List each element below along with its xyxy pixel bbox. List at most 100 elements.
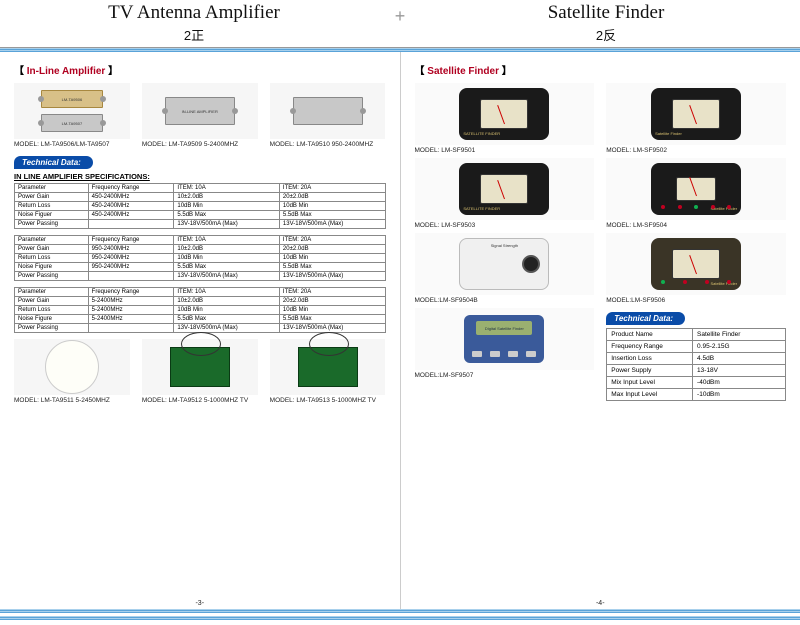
spec-cell: Power Passing — [15, 272, 89, 281]
sf-label: MODEL:LM-SF9504B — [415, 297, 595, 304]
spec-tables: ParameterFrequency RangeITEM: 10AITEM: 2… — [14, 183, 386, 333]
spec-cell: Power Passing — [15, 324, 89, 333]
spec-cell: Noise Figure — [15, 315, 89, 324]
spec-table: ParameterFrequency RangeITEM: 10AITEM: 2… — [14, 287, 386, 333]
amp-label-b1: MODEL: LM-TA9512 5-1000MHZ TV — [142, 397, 258, 404]
spec-cell: 5.5dB Max — [279, 211, 385, 220]
spec-cell: 450-2400MHz — [88, 202, 174, 211]
spec-cell: ITEM: 10A — [174, 288, 280, 297]
sf-image: Satellite Finder — [606, 233, 786, 295]
spec-cell: 13V-18V/500mA (Max) — [279, 324, 385, 333]
sf-label: MODEL: LM-SF9504 — [606, 222, 786, 229]
sf-label: MODEL: LM-SF9501 — [415, 147, 595, 154]
spec-cell: 13V-18V/500mA (Max) — [174, 220, 280, 229]
spec-cell: 10dB Min — [279, 202, 385, 211]
td-cell: Insertion Loss — [607, 353, 693, 365]
sf-product: Signal Strength MODEL:LM-SF9504B — [415, 233, 595, 304]
sf-image: Digital Satellite Finder — [415, 308, 595, 370]
spec-cell: 20±2.0dB — [279, 297, 385, 306]
plus-icon: + — [388, 0, 412, 47]
sf-image: Signal Strength — [415, 233, 595, 295]
amp-products-row2: MODEL: LM-TA9511 5-2450MHZ MODEL: LM-TA9… — [14, 339, 386, 404]
amp-image-1: IN-LINE AMPLIFIER — [142, 83, 258, 139]
spec-cell: 13V-18V/500mA (Max) — [174, 324, 280, 333]
header: TV Antenna Amplifier 2正 + Satellite Find… — [0, 0, 800, 48]
sub-left: 2正 — [0, 25, 388, 44]
spec-cell: ITEM: 10A — [174, 236, 280, 245]
spec-cell: 10dB Min — [174, 202, 280, 211]
sf-row: SATELLITE FINDER MODEL: LM-SF9503 Satell… — [415, 158, 787, 229]
spec-table: ParameterFrequency RangeITEM: 10AITEM: 2… — [14, 183, 386, 229]
amp-product-b1: MODEL: LM-TA9512 5-1000MHZ TV — [142, 339, 258, 404]
spec-cell: Power Gain — [15, 297, 89, 306]
page-number-right: -4- — [596, 600, 605, 607]
spec-cell: 450-2400MHz — [88, 211, 174, 220]
sf-product: Satellite Finder MODEL: LM-SF9504 — [606, 158, 786, 229]
sf-image: Satellite Finder — [606, 83, 786, 145]
spec-cell: Return Loss — [15, 202, 89, 211]
pages: In-Line Amplifier LM-TA9506 LM-TA9507 MO… — [0, 52, 800, 609]
sf-row: SATELLITE FINDER MODEL: LM-SF9501 Satell… — [415, 83, 787, 154]
td-cell: -40dBm — [693, 377, 786, 389]
amp-tag: LM-TA9506 — [62, 97, 83, 102]
td-cell: Frequency Range — [607, 341, 693, 353]
spec-cell: 450-2400MHz — [88, 193, 174, 202]
spec-cell: 20±2.0dB — [279, 193, 385, 202]
tech-data-pill-left: Technical Data: — [14, 156, 93, 169]
sf-row: Signal Strength MODEL:LM-SF9504B Satelli… — [415, 233, 787, 304]
spec-cell: Noise Figure — [15, 263, 89, 272]
spec-cell: Power Gain — [15, 193, 89, 202]
tech-data-pill-right: Technical Data: — [606, 312, 685, 325]
spec-cell: Return Loss — [15, 254, 89, 263]
page-right: Satellite Finder SATELLITE FINDER MODEL:… — [401, 52, 800, 609]
footer — [0, 609, 800, 621]
td-cell: Product Name — [607, 329, 693, 341]
sf-tech-block: Technical Data: Product NameSatellite Fi… — [606, 308, 786, 401]
spec-cell: 20±2.0dB — [279, 245, 385, 254]
spec-cell: 950-2400MHz — [88, 254, 174, 263]
td-cell: Power Supply — [607, 365, 693, 377]
spec-cell: Noise Figuer — [15, 211, 89, 220]
spec-table: ParameterFrequency RangeITEM: 10AITEM: 2… — [14, 235, 386, 281]
sf-product: Satellite Finder MODEL:LM-SF9506 — [606, 233, 786, 304]
amp-product-b0: MODEL: LM-TA9511 5-2450MHZ — [14, 339, 130, 404]
sf-product: Digital Satellite Finder MODEL:LM-SF9507 — [415, 308, 595, 401]
spec-cell: 10dB Min — [279, 306, 385, 315]
amp-image-b2 — [270, 339, 386, 395]
section-title-amplifier: In-Line Amplifier — [14, 62, 386, 77]
sf-product: SATELLITE FINDER MODEL: LM-SF9501 — [415, 83, 595, 154]
section-title-satfinder: Satellite Finder — [415, 62, 787, 77]
spec-cell — [88, 324, 174, 333]
title-left: TV Antenna Amplifier — [0, 2, 388, 24]
spec-cell: Frequency Range — [88, 184, 174, 193]
amp-image-0: LM-TA9506 LM-TA9507 — [14, 83, 130, 139]
sf-label: MODEL:LM-SF9506 — [606, 297, 786, 304]
spec-cell: 10dB Min — [174, 306, 280, 315]
spec-cell: 5-2400MHz — [88, 297, 174, 306]
spec-cell — [88, 220, 174, 229]
title-right: Satellite Finder — [412, 2, 800, 24]
sf-tech-table: Product NameSatellite FinderFrequency Ra… — [606, 328, 786, 401]
sf-label: MODEL: LM-SF9502 — [606, 147, 786, 154]
sf-image: SATELLITE FINDER — [415, 158, 595, 220]
sf-product: SATELLITE FINDER MODEL: LM-SF9503 — [415, 158, 595, 229]
page-number-left: -3- — [195, 600, 204, 607]
header-left: TV Antenna Amplifier 2正 — [0, 0, 388, 47]
td-cell: -10dBm — [693, 389, 786, 401]
amp-products-row1: LM-TA9506 LM-TA9507 MODEL: LM-TA9506/LM-… — [14, 83, 386, 148]
spec-cell: 5.5dB Max — [174, 315, 280, 324]
spec-cell: ITEM: 10A — [174, 184, 280, 193]
amp-label-0: MODEL: LM-TA9506/LM-TA9507 — [14, 141, 130, 148]
spec-cell: Power Gain — [15, 245, 89, 254]
spec-cell: 13V-18V/500mA (Max) — [279, 272, 385, 281]
sf-image: SATELLITE FINDER — [415, 83, 595, 145]
spec-cell: 10±2.0dB — [174, 193, 280, 202]
spec-cell: ITEM: 20A — [279, 288, 385, 297]
spec-cell: 950-2400MHz — [88, 245, 174, 254]
amp-product-1: IN-LINE AMPLIFIER MODEL: LM-TA9509 5-240… — [142, 83, 258, 148]
amp-image-b1 — [142, 339, 258, 395]
td-cell: Max Input Level — [607, 389, 693, 401]
page-left: In-Line Amplifier LM-TA9506 LM-TA9507 MO… — [0, 52, 401, 609]
spec-cell: ITEM: 20A — [279, 236, 385, 245]
spec-cell: 5.5dB Max — [279, 315, 385, 324]
